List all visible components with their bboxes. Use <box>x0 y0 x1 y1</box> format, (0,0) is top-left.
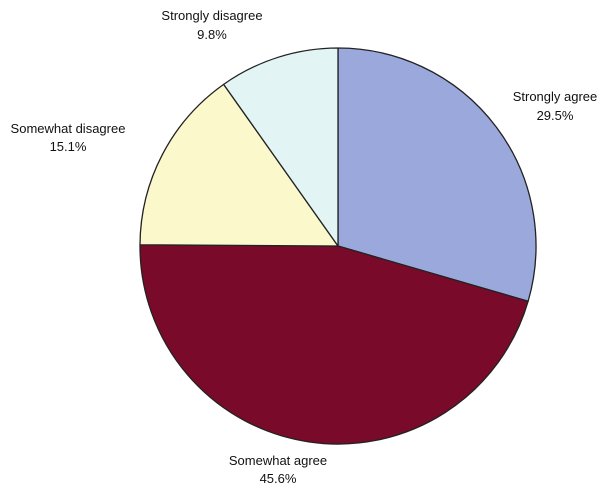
pie-labels: Strongly agree 29.5% Somewhat agree 45.6… <box>11 8 598 486</box>
pie-slice-strongly-agree <box>337 47 537 302</box>
slice-value-strongly-agree: 29.5% <box>537 108 574 123</box>
pie-slices <box>139 47 537 445</box>
pie-slice-strongly-disagree <box>222 47 339 247</box>
slice-label-strongly-disagree: Strongly disagree <box>161 8 262 23</box>
slice-label-somewhat-agree: Somewhat agree <box>229 453 327 468</box>
slice-value-somewhat-disagree: 15.1% <box>50 139 87 154</box>
slice-value-strongly-disagree: 9.8% <box>197 27 227 42</box>
pie-slice-somewhat-agree <box>139 244 529 445</box>
slice-value-somewhat-agree: 45.6% <box>260 471 297 486</box>
slice-label-strongly-agree: Strongly agree <box>513 89 598 104</box>
pie-slice-somewhat-disagree <box>139 83 339 247</box>
slice-label-somewhat-disagree: Somewhat disagree <box>11 121 126 136</box>
